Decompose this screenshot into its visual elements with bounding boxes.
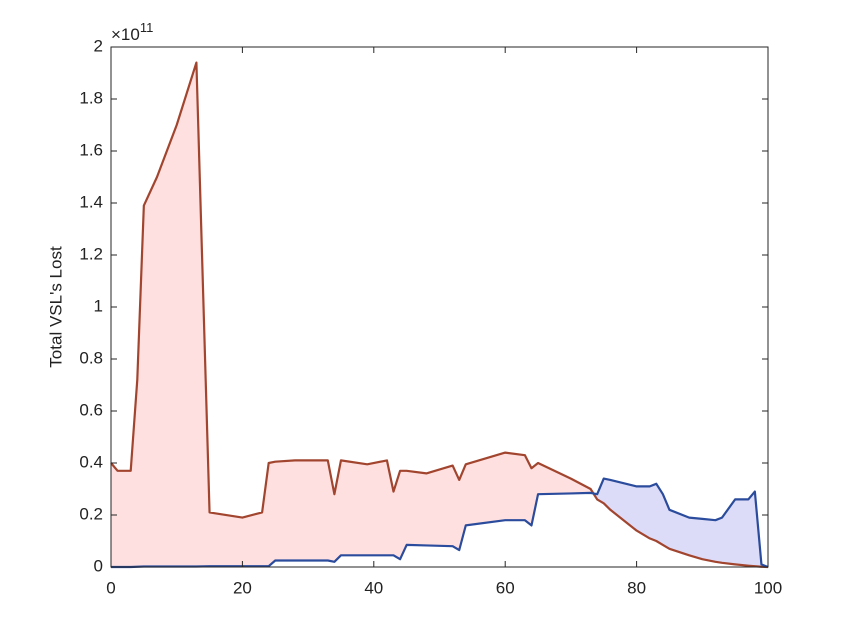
- series-line: [111, 477, 769, 569]
- y-tick-label: 1: [94, 296, 103, 315]
- y-axis-label: Total VSL's Lost: [46, 246, 65, 368]
- fill-between: [274, 460, 296, 561]
- y-scale-base: ×10: [111, 25, 140, 44]
- fill-between: [537, 462, 572, 495]
- y-scale-label: ×1011: [111, 20, 153, 44]
- y-tick-label: 0: [94, 556, 103, 575]
- y-tick-label: 0.2: [79, 504, 103, 523]
- fill-between: [734, 499, 749, 567]
- fill-between: [156, 124, 177, 567]
- fill-between: [715, 517, 723, 564]
- fill-between: [701, 518, 716, 563]
- fill-between: [504, 452, 526, 521]
- x-tick-label: 40: [364, 578, 383, 597]
- fill-between: [649, 483, 657, 542]
- fill-between: [209, 512, 243, 567]
- fill-between: [268, 461, 276, 567]
- x-tick-label: 0: [106, 578, 115, 597]
- fill-between: [406, 470, 427, 546]
- fill-between: [747, 490, 756, 567]
- fill-between: [176, 62, 197, 567]
- y-tick-label: 2: [94, 36, 103, 55]
- x-tick-label: 20: [233, 578, 252, 597]
- fill-between: [340, 460, 368, 556]
- y-tick-label: 0.8: [79, 348, 103, 367]
- fill-between: [294, 460, 329, 561]
- fill-between: [426, 465, 453, 547]
- fill-between: [610, 479, 637, 532]
- fill-between: [366, 460, 388, 556]
- fill-between: [688, 517, 703, 560]
- fill-between: [143, 176, 158, 567]
- x-tick-label: 100: [754, 578, 782, 597]
- series-line: [110, 61, 769, 569]
- x-tick-label: 60: [496, 578, 515, 597]
- y-tick-label: 1.4: [79, 192, 103, 211]
- y-scale-exponent: 11: [140, 20, 154, 35]
- y-tick-label: 1.6: [79, 140, 103, 159]
- fill-between: [242, 512, 263, 567]
- x-tick-label: 80: [627, 578, 646, 597]
- y-tick-label: 1.2: [79, 244, 103, 263]
- fill-between: [117, 470, 132, 568]
- y-tick-label: 0.4: [79, 452, 103, 471]
- y-tick-label: 0.6: [79, 400, 103, 419]
- y-tick-label: 1.8: [79, 88, 103, 107]
